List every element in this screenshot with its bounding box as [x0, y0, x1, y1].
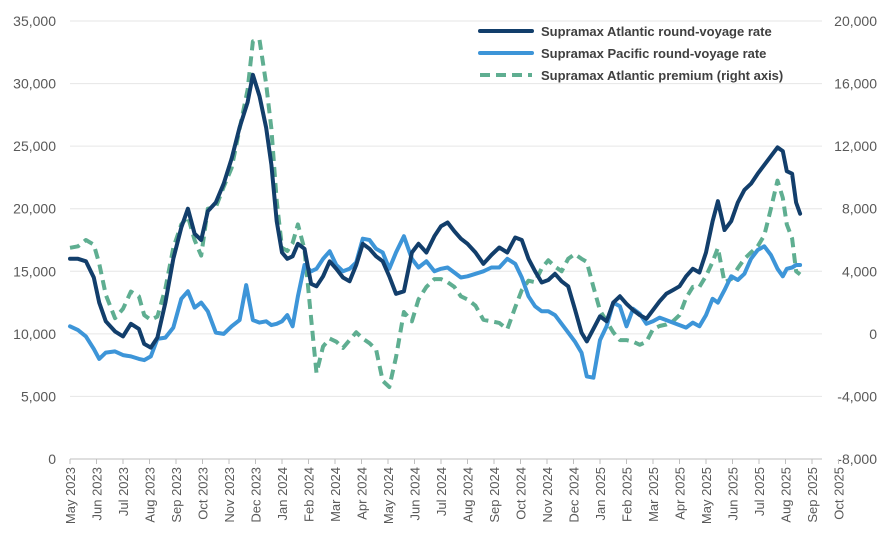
right-tick-label: 8,000: [842, 201, 877, 217]
left-y-axis: 0 5,000 10,000 15,000 20,000 25,000 30,000 35,0…: [13, 13, 56, 467]
right-tick-label: 20,000: [834, 13, 877, 29]
series-line-2: [69, 37, 802, 389]
left-tick-label: 30,000: [13, 76, 56, 92]
right-tick-label: -8,000: [837, 451, 877, 467]
x-tick-label: Dec 2024: [567, 467, 582, 523]
right-y-axis: -8,000 -4,000 0 4,000 8,000 12,000 16,000 20,00…: [834, 13, 877, 467]
left-tick-label: 15,000: [13, 263, 56, 279]
x-tick-label: Oct 2023: [196, 467, 211, 520]
right-tick-label: 0: [869, 326, 877, 342]
x-tick-label: Feb 2025: [620, 467, 635, 522]
x-tick-label: Jul 2025: [752, 467, 767, 516]
x-tick-label: Aug 2024: [461, 467, 476, 523]
left-tick-label: 35,000: [13, 13, 56, 29]
left-tick-label: 10,000: [13, 326, 56, 342]
x-tick-label: Jun 2024: [408, 467, 423, 521]
x-tick-label: Jul 2024: [434, 467, 449, 516]
left-tick-label: 25,000: [13, 138, 56, 154]
x-tick-label: Aug 2023: [143, 467, 158, 523]
legend-label-atlantic: Supramax Atlantic round-voyage rate: [541, 24, 772, 39]
x-tick-label: May 2024: [381, 467, 396, 524]
legend-label-pacific: Supramax Pacific round-voyage rate: [541, 46, 766, 61]
x-tick-label: Oct 2024: [514, 467, 529, 520]
x-tick-label: Nov 2023: [222, 467, 237, 523]
legend: Supramax Atlantic round-voyage rate Supr…: [478, 24, 783, 83]
x-tick-label: Mar 2024: [328, 467, 343, 522]
x-tick-label: Mar 2025: [646, 467, 661, 522]
x-tick-label: Jun 2023: [90, 467, 105, 521]
x-tick-label: Oct 2025: [832, 467, 847, 520]
x-tick-label: Jun 2025: [726, 467, 741, 521]
series-layer: [68, 37, 803, 389]
x-tick-label: Jul 2023: [116, 467, 131, 516]
left-tick-label: 5,000: [21, 388, 56, 404]
x-tick-label: Sep 2023: [169, 467, 184, 523]
x-tick-label: Aug 2025: [779, 467, 794, 523]
right-tick-label: 4,000: [842, 263, 877, 279]
right-tick-label: 12,000: [834, 138, 877, 154]
series-line-1: [68, 234, 803, 380]
x-tick-label: Apr 2024: [355, 467, 370, 520]
left-tick-label: 0: [48, 451, 56, 467]
x-tick-label: Sep 2025: [805, 467, 820, 523]
right-tick-label: 16,000: [834, 76, 877, 92]
x-tick-label: May 2023: [63, 467, 78, 524]
right-tick-label: -4,000: [837, 388, 877, 404]
x-tick-label: Jan 2024: [275, 467, 290, 521]
x-tick-label: Apr 2025: [673, 467, 688, 520]
x-axis: May 2023 Jun 2023 Jul 2023 Aug 2023 Sep 2023…: [63, 458, 847, 524]
x-tick-label: May 2025: [699, 467, 714, 524]
legend-label-premium: Supramax Atlantic premium (right axis): [541, 68, 783, 83]
x-tick-label: Sep 2024: [487, 467, 502, 523]
left-tick-label: 20,000: [13, 201, 56, 217]
grid-lines: [70, 20, 822, 460]
x-tick-label: Jan 2025: [593, 467, 608, 521]
series-line-0: [68, 72, 803, 350]
x-tick-label: Dec 2023: [249, 467, 264, 523]
x-tick-label: Nov 2024: [540, 467, 555, 523]
x-tick-label: Feb 2024: [302, 467, 317, 522]
